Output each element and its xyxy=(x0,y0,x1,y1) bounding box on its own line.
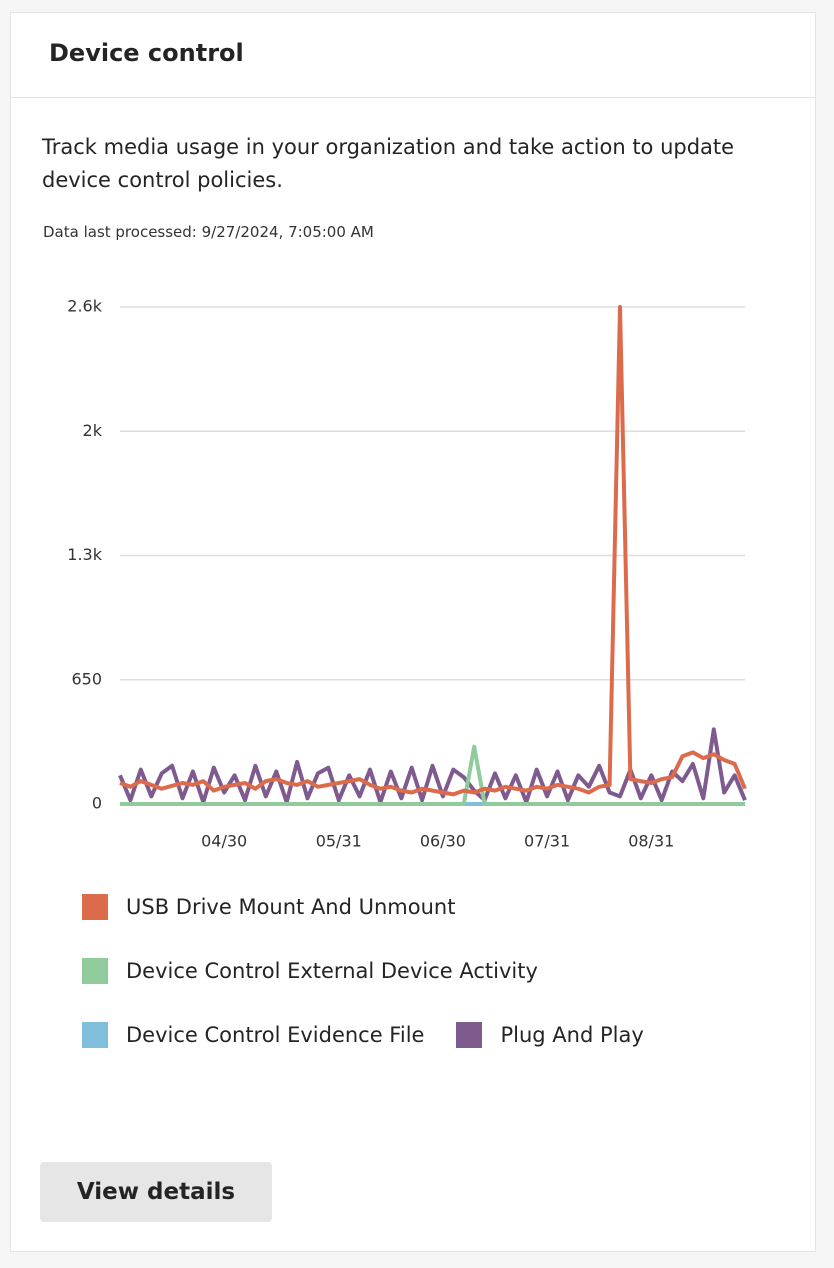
card: Device control Track media usage in your… xyxy=(10,12,816,1252)
legend: USB Drive Mount And Unmount Device Contro… xyxy=(82,885,722,1077)
card-title: Device control xyxy=(49,39,244,67)
legend-swatch xyxy=(456,1022,483,1048)
y-tick-label: 1.3k xyxy=(67,545,102,564)
series-line xyxy=(120,744,745,806)
y-tick-label: 2k xyxy=(83,421,103,440)
x-tick-label: 05/31 xyxy=(316,832,362,851)
legend-swatch xyxy=(82,1022,108,1048)
legend-swatch xyxy=(82,894,108,920)
x-tick-label: 06/30 xyxy=(420,832,466,851)
x-tick-label: 08/31 xyxy=(628,832,674,851)
chart: 0 650 1.3k 2k 2.6k 04/30 05/31 06/30 07/31 08/31 xyxy=(67,297,747,851)
description: Track media usage in your organization a… xyxy=(42,135,735,192)
x-tick-label: 04/30 xyxy=(201,832,247,851)
legend-item[interactable]: Device Control External Device Activity xyxy=(82,949,690,993)
legend-item[interactable]: Plug And Play xyxy=(456,1013,644,1057)
series-line xyxy=(118,727,747,805)
last-processed: Data last processed: 9/27/2024, 7:05:00 … xyxy=(43,223,374,241)
divider xyxy=(11,97,815,98)
legend-item[interactable]: USB Drive Mount And Unmount xyxy=(82,885,690,929)
series-line xyxy=(119,305,747,797)
legend-label: Plug And Play xyxy=(500,1023,644,1047)
view-details-button[interactable]: View details xyxy=(40,1162,272,1222)
y-tick-label: 2.6k xyxy=(67,297,102,316)
legend-label: Device Control Evidence File xyxy=(126,1023,425,1047)
legend-label: USB Drive Mount And Unmount xyxy=(126,895,456,919)
y-tick-label: 650 xyxy=(71,669,102,688)
legend-label: Device Control External Device Activity xyxy=(126,959,538,983)
legend-swatch xyxy=(82,958,108,984)
legend-item[interactable]: Device Control Evidence File xyxy=(82,1013,424,1057)
x-tick-label: 07/31 xyxy=(524,832,570,851)
y-tick-label: 0 xyxy=(92,794,102,813)
